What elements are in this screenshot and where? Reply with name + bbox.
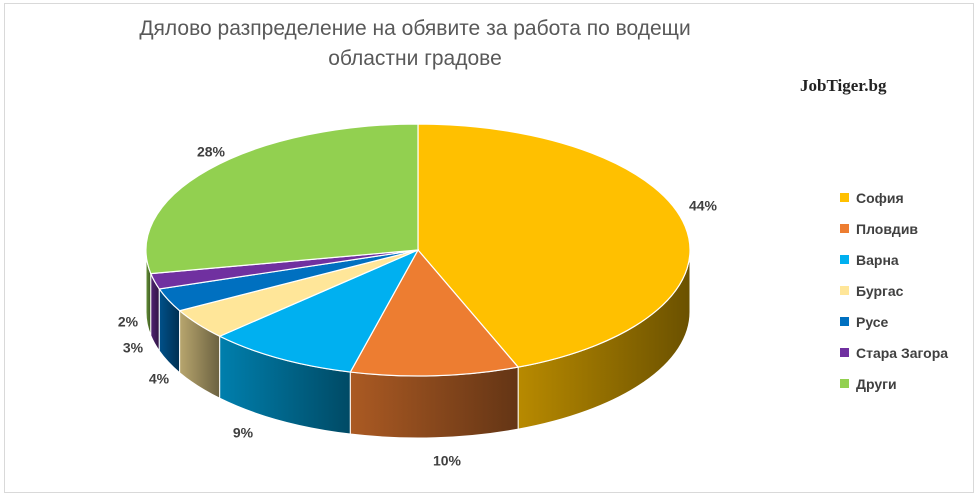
legend-swatch [840,286,849,295]
legend-swatch [840,193,849,202]
legend-item-7: Други [840,368,975,399]
data-label-4: 4% [149,371,170,387]
slice-2-side [349,366,519,439]
legend-swatch [840,348,849,357]
data-label-3: 9% [233,425,254,441]
slice-3-9pct [218,248,420,373]
slice-2-10pct [349,248,520,377]
legend-item-4: Бургас [840,275,975,306]
legend-item-6: Стара Загора [840,337,975,368]
legend-label: Бургас [856,282,904,299]
legend-item-1: София [840,182,975,213]
data-label-2: 10% [433,453,462,469]
legend-item-5: Русе [840,306,975,337]
legend-swatch [840,379,849,388]
legend-label: София [856,189,904,206]
legend-label: Русе [856,313,889,330]
legend-item-3: Варна [840,244,975,275]
legend-swatch [840,224,849,233]
legend-swatch [840,317,849,326]
data-label-7: 28% [197,144,226,160]
data-label-1: 44% [689,198,718,214]
legend-label: Варна [856,251,899,268]
legend-label: Стара Загора [856,344,949,361]
slice-7-28pct [145,123,419,275]
data-label-5: 3% [123,340,144,356]
watermark: JobTiger.bg [800,76,887,95]
legend-item-2: Пловдив [840,213,975,244]
legend: София Пловдив Варна Бургас Русе Стара Загора Д… [840,182,975,399]
data-label-6: 2% [118,314,139,330]
legend-swatch [840,255,849,264]
legend-label: Пловдив [856,220,919,237]
legend-label: Други [856,375,897,392]
slice-1-44pct [417,123,691,368]
chart-title: Дялово разпределение на обявите за работ… [139,17,691,70]
